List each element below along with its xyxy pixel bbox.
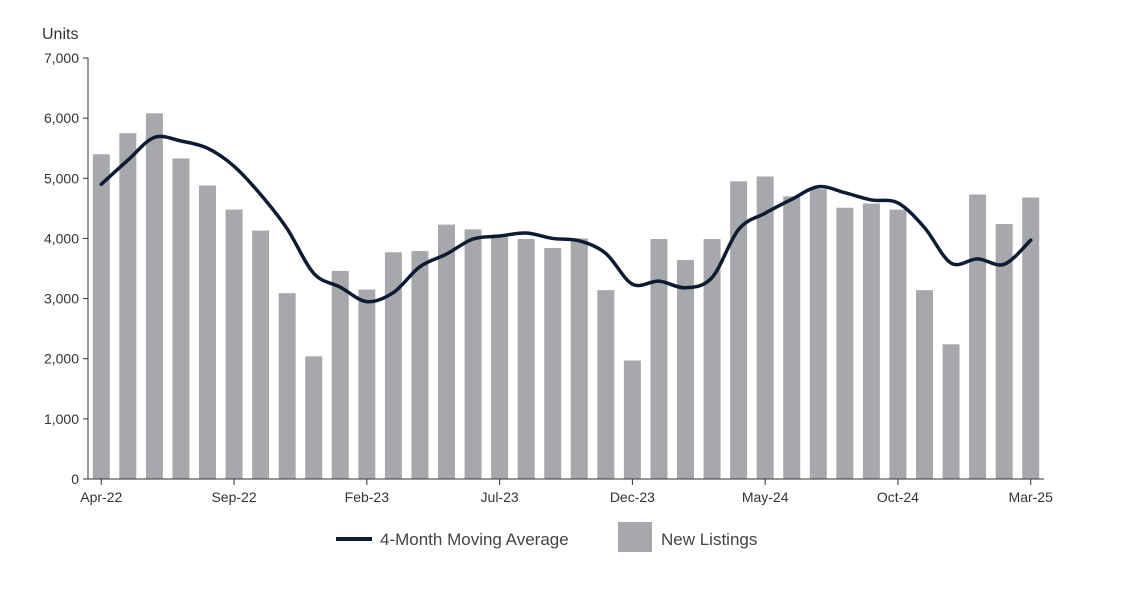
bar xyxy=(623,360,641,479)
x-tick-label: Dec-23 xyxy=(610,489,655,505)
bar xyxy=(438,224,455,479)
line-series xyxy=(99,134,1033,304)
bar xyxy=(783,196,801,480)
bar xyxy=(464,229,482,479)
bar xyxy=(916,290,933,479)
bar xyxy=(145,113,163,480)
bar xyxy=(703,239,721,479)
y-tick-label: 5,000 xyxy=(44,170,79,186)
moving-average-line xyxy=(99,134,1033,304)
bar xyxy=(969,194,987,479)
bar xyxy=(677,260,694,479)
bar xyxy=(491,236,509,479)
bar xyxy=(544,248,562,479)
y-tick-label: 2,000 xyxy=(44,351,79,367)
bar xyxy=(225,209,243,479)
bar xyxy=(358,289,376,479)
y-tick-label: 6,000 xyxy=(44,110,79,126)
bar xyxy=(862,203,880,479)
x-tick-label: Jul-23 xyxy=(481,489,519,505)
bar xyxy=(889,209,907,479)
y-tick-label: 0 xyxy=(71,471,79,487)
y-tick-label: 4,000 xyxy=(44,230,79,246)
bar xyxy=(809,189,827,479)
bar xyxy=(597,290,615,479)
bar xyxy=(92,154,110,479)
bar xyxy=(331,270,349,479)
bar-series xyxy=(92,113,1040,480)
x-tick-label: Sep-22 xyxy=(211,489,256,505)
bar xyxy=(305,356,323,479)
bar xyxy=(119,133,137,479)
legend-bar-swatch xyxy=(618,522,652,552)
y-tick-label: 7,000 xyxy=(44,50,79,66)
bar xyxy=(995,223,1013,479)
x-tick-label: Feb-23 xyxy=(345,489,390,505)
bar xyxy=(517,239,535,479)
y-axis: 0 1,000 2,000 3,000 4,000 5,000 6,000 7,000 xyxy=(44,50,89,487)
x-tick-label: Oct-24 xyxy=(877,489,919,505)
x-tick-label: May-24 xyxy=(742,489,789,505)
bar xyxy=(836,207,854,479)
bar xyxy=(730,181,748,480)
x-tick-label: Apr-22 xyxy=(80,489,122,505)
bar xyxy=(650,239,668,479)
y-tick-label: 3,000 xyxy=(44,291,79,307)
y-axis-title: Units xyxy=(42,26,78,43)
bar xyxy=(1022,197,1040,479)
bar xyxy=(756,176,774,479)
y-tick-label: 1,000 xyxy=(44,411,79,427)
bar xyxy=(384,252,402,479)
bar xyxy=(172,158,190,479)
bar xyxy=(570,238,588,479)
x-axis: Apr-22 Sep-22 Feb-23 Jul-23 Dec-23 May-24 Oct-… xyxy=(80,478,1054,505)
bar xyxy=(252,230,270,479)
legend: 4-Month Moving Average New Listings xyxy=(336,522,757,552)
bar xyxy=(278,293,296,479)
x-tick-label: Mar-25 xyxy=(1009,489,1054,505)
legend-bar-label: New Listings xyxy=(661,530,757,549)
bar xyxy=(199,185,216,479)
bar xyxy=(942,344,960,479)
legend-line-label: 4-Month Moving Average xyxy=(380,530,569,549)
bar xyxy=(411,251,429,479)
